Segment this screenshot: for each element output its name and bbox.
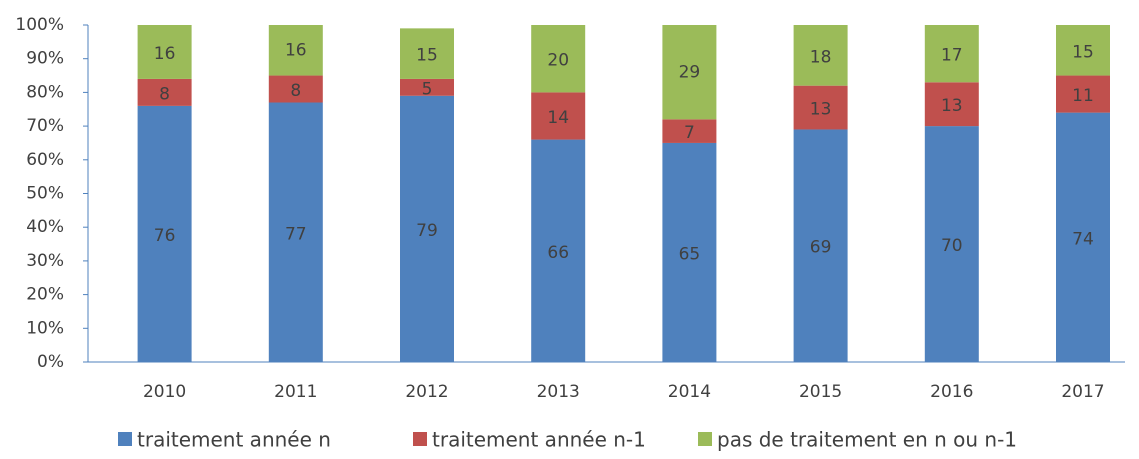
- bar-segment: [268, 102, 323, 362]
- data-label: 74: [1072, 229, 1094, 249]
- bar-segment: [924, 82, 979, 127]
- plot-area: [137, 25, 1110, 362]
- y-tick-label: 10%: [26, 318, 64, 338]
- bar-segment: [531, 92, 586, 140]
- legend-label: traitement année n-1: [432, 428, 646, 452]
- y-tick-label: 0%: [37, 352, 64, 372]
- x-tick-label: 2017: [1061, 382, 1104, 402]
- x-tick-label: 2014: [668, 382, 711, 402]
- data-label: 15: [1072, 42, 1094, 62]
- bar-segment: [924, 25, 979, 83]
- bar-segment: [662, 119, 717, 143]
- bar-segment: [1056, 25, 1110, 76]
- bar-segment: [137, 25, 192, 79]
- bar-segment: [531, 139, 586, 362]
- x-tick-label: 2012: [405, 382, 448, 402]
- data-label: 18: [810, 47, 832, 67]
- y-tick-label: 50%: [26, 184, 64, 204]
- bar-segment: [400, 95, 454, 362]
- bar-segment: [793, 85, 848, 130]
- bar-segment: [1056, 112, 1110, 362]
- data-label: 70: [941, 236, 963, 256]
- data-label: 16: [285, 41, 307, 61]
- data-label: 66: [547, 243, 569, 263]
- data-label: 79: [416, 221, 438, 241]
- x-tick-label: 2015: [799, 382, 842, 402]
- x-tick-label: 2011: [274, 382, 317, 402]
- bar-segment: [793, 25, 848, 86]
- data-label: 16: [154, 44, 176, 64]
- data-label: 20: [547, 51, 569, 71]
- y-tick-label: 70%: [26, 116, 64, 136]
- legend-label: pas de traitement en n ou n-1: [717, 428, 1017, 452]
- data-label: 65: [679, 244, 701, 264]
- y-tick-label: 40%: [26, 217, 64, 237]
- bar-segment: [268, 25, 323, 76]
- bar-segment: [137, 105, 192, 362]
- bar-segment: [400, 78, 454, 96]
- x-tick-label: 2010: [143, 382, 186, 402]
- bar-segment: [793, 129, 848, 362]
- data-label: 14: [547, 108, 569, 128]
- bar-segment: [268, 75, 323, 103]
- bar-segment: [924, 126, 979, 362]
- y-tick-label: 90%: [26, 49, 64, 69]
- data-label: 8: [290, 81, 301, 101]
- legend-swatch: [698, 432, 712, 446]
- data-label: 29: [679, 62, 701, 82]
- data-label: 69: [810, 238, 832, 258]
- x-tick-label: 2013: [537, 382, 580, 402]
- bar-segment: [662, 25, 717, 120]
- data-label: 76: [154, 226, 176, 246]
- data-label: 15: [416, 46, 438, 66]
- data-label: 13: [941, 96, 963, 116]
- y-tick-label: 30%: [26, 251, 64, 271]
- bar-segment: [1056, 75, 1110, 113]
- y-tick-label: 60%: [26, 150, 64, 170]
- data-label: 7: [684, 123, 695, 143]
- data-label: 17: [941, 46, 963, 66]
- legend-swatch: [413, 432, 427, 446]
- y-tick-label: 100%: [15, 15, 64, 35]
- data-label: 8: [159, 84, 170, 104]
- x-tick-label: 2016: [930, 382, 973, 402]
- bar-segment: [400, 28, 454, 79]
- data-label: 13: [810, 100, 832, 120]
- bar-segment: [531, 25, 586, 93]
- data-label: 5: [422, 79, 433, 99]
- data-label: 11: [1072, 86, 1094, 106]
- legend-label: traitement année n: [137, 428, 331, 452]
- y-tick-label: 20%: [26, 285, 64, 305]
- bar-segment: [137, 78, 192, 106]
- legend-swatch: [118, 432, 132, 446]
- bar-segment: [662, 142, 717, 362]
- data-label: 77: [285, 224, 307, 244]
- y-tick-label: 80%: [26, 82, 64, 102]
